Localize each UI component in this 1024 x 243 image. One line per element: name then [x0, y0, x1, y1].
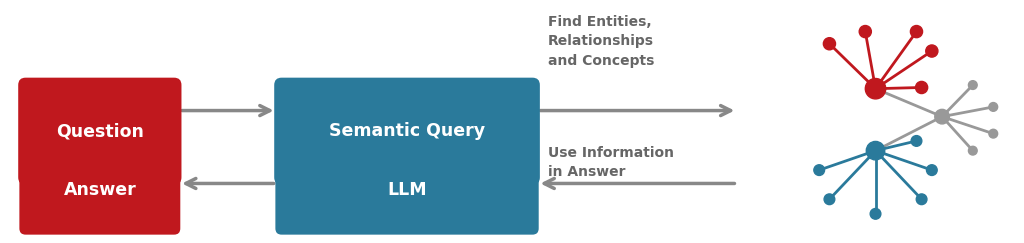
Circle shape: [969, 81, 977, 89]
Text: LLM: LLM: [387, 181, 427, 199]
Text: Answer: Answer: [63, 181, 136, 199]
Circle shape: [870, 208, 881, 219]
Circle shape: [989, 103, 997, 111]
Circle shape: [915, 81, 928, 94]
Text: Use Information
in Answer: Use Information in Answer: [548, 146, 674, 179]
Circle shape: [927, 165, 937, 175]
Circle shape: [989, 129, 997, 138]
Circle shape: [911, 136, 922, 146]
Circle shape: [823, 38, 836, 50]
Circle shape: [824, 194, 835, 205]
Text: Question: Question: [56, 122, 143, 140]
Circle shape: [969, 146, 977, 155]
Circle shape: [865, 78, 886, 99]
Circle shape: [916, 194, 927, 205]
FancyBboxPatch shape: [275, 144, 539, 235]
Circle shape: [910, 26, 923, 38]
Circle shape: [926, 45, 938, 57]
Circle shape: [866, 141, 885, 160]
Text: Semantic Query: Semantic Query: [329, 122, 485, 140]
Circle shape: [935, 109, 949, 124]
Circle shape: [859, 26, 871, 38]
FancyBboxPatch shape: [18, 78, 181, 185]
Text: Find Entities,
Relationships
and Concepts: Find Entities, Relationships and Concept…: [548, 15, 654, 68]
FancyBboxPatch shape: [274, 78, 540, 185]
FancyBboxPatch shape: [19, 144, 180, 235]
Circle shape: [814, 165, 824, 175]
